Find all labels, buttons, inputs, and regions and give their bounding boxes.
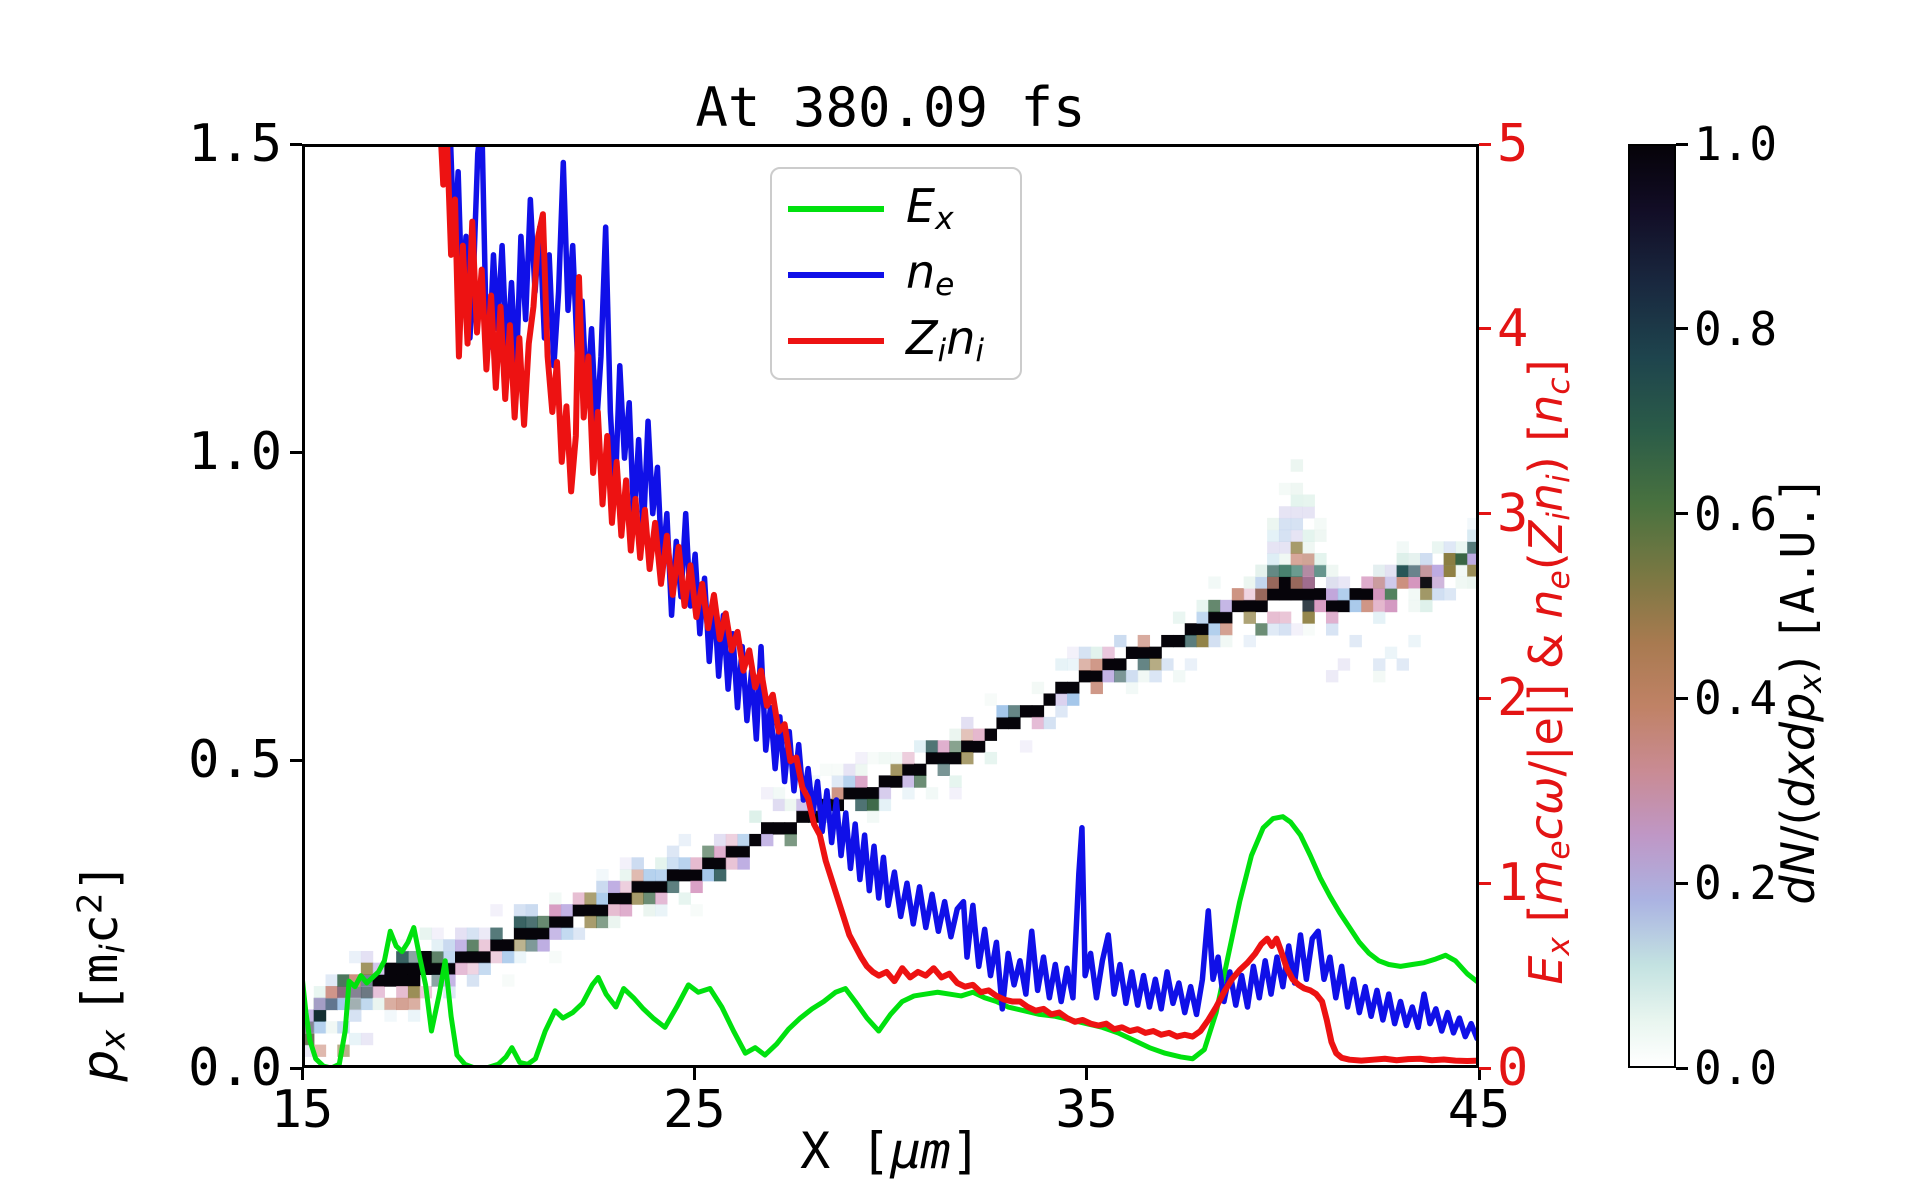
y-right-tick-label: 2: [1497, 668, 1529, 729]
colorbar-tick: [1676, 142, 1688, 146]
legend-item-zini: Zini: [772, 311, 1020, 371]
colorbar-tick-label: 0.0: [1694, 1041, 1778, 1095]
colorbar-tick: [1676, 696, 1688, 700]
x-tick-label: 25: [663, 1080, 726, 1140]
x-tick: [1477, 1068, 1481, 1080]
y-right-tick-label: 4: [1497, 298, 1529, 359]
colorbar-tick: [1676, 1066, 1688, 1070]
x-tick-label: 35: [1055, 1080, 1118, 1140]
legend-line-ne: [788, 272, 884, 278]
legend-line-zini: [788, 338, 884, 344]
x-tick-label: 45: [1447, 1080, 1511, 1140]
colorbar-tick-label: 0.2: [1694, 856, 1778, 911]
legend-line-ex: [788, 206, 884, 212]
colorbar-label: dN/(dxdpx) [A.U.]: [1771, 475, 1829, 905]
x-tick: [1085, 1068, 1089, 1080]
colorbar-tick-label: 0.8: [1694, 301, 1778, 356]
x-tick: [692, 1068, 696, 1080]
y-left-tick: [290, 1066, 302, 1070]
y-right-tick: [1479, 881, 1491, 885]
legend-label-ne: ne: [906, 244, 955, 303]
y-left-tick: [290, 450, 302, 454]
y-left-axis-label: px [mic2]: [70, 862, 134, 1082]
plot-title: At 380.09 fs: [695, 76, 1086, 139]
colorbar-gradient: [1630, 146, 1674, 1066]
colorbar-tick-label: 0.4: [1694, 671, 1778, 726]
colorbar-tick-label: 0.6: [1694, 486, 1778, 541]
y-left-tick: [290, 758, 302, 762]
colorbar-tick: [1676, 327, 1688, 331]
legend-item-ne: ne: [772, 245, 1020, 305]
y-left-tick-label: 1.5: [188, 114, 282, 174]
y-right-tick-label: 1: [1497, 853, 1529, 914]
colorbar-tick: [1676, 881, 1688, 885]
y-left-tick: [290, 142, 302, 146]
y-right-tick-label: 0: [1497, 1038, 1529, 1098]
legend-box: Ex ne Zini: [770, 167, 1022, 380]
y-left-tick-label: 1.0: [188, 422, 282, 482]
y-right-tick: [1479, 327, 1491, 331]
y-right-tick: [1479, 696, 1491, 700]
legend-item-ex: Ex: [772, 179, 1020, 239]
colorbar: [1628, 144, 1676, 1068]
colorbar-tick: [1676, 512, 1688, 516]
y-right-tick-label: 5: [1497, 114, 1529, 174]
legend-label-ex: Ex: [906, 178, 954, 237]
colorbar-tick-label: 1.0: [1694, 117, 1778, 171]
y-left-tick-label: 0.5: [188, 730, 282, 790]
y-left-tick-label: 0.0: [188, 1038, 282, 1098]
legend-label-zini: Zini: [906, 310, 985, 369]
x-tick: [300, 1068, 304, 1080]
y-right-tick: [1479, 142, 1491, 146]
x-axis-label: X [μm]: [800, 1122, 981, 1180]
y-right-tick: [1479, 1066, 1491, 1070]
x-tick-label: 15: [270, 1080, 334, 1140]
y-right-tick: [1479, 512, 1491, 516]
y-right-tick-label: 3: [1497, 483, 1529, 544]
